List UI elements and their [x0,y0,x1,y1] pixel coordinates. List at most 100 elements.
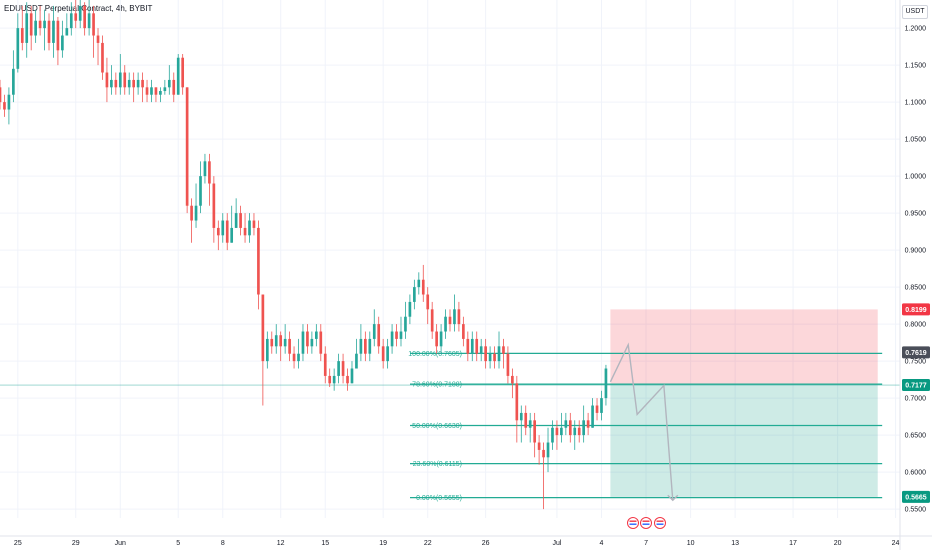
price-badge[interactable]: 0.5665 [902,490,930,503]
flag-circle [627,517,639,529]
candle [560,412,563,443]
currency-button[interactable]: USDT [902,5,928,19]
stop-loss-zone[interactable] [610,309,878,386]
price-badge[interactable]: 0.8199 [902,303,930,316]
x-tick-label: 22 [424,540,432,547]
candle [337,353,340,384]
candle-body [439,331,443,347]
candle [408,294,412,325]
candle [150,79,153,103]
candle-body [257,227,260,295]
flag-icon[interactable] [654,517,666,529]
projection-line[interactable] [609,342,674,501]
candle-body [216,227,220,236]
candle [123,65,127,95]
candle [301,324,305,362]
candle-body [604,368,608,399]
candle-body [83,5,86,29]
candle-body [167,79,171,88]
candle [243,213,247,243]
candle-body [359,338,363,354]
fib-level-label: 100.00%(0.7605) [408,351,462,358]
fib-level-label: 23.60%(0.6115) [413,461,462,468]
candle-body [484,346,487,362]
candle-body [551,427,554,443]
candle [110,65,113,95]
candle-body [123,72,127,88]
fib-retracement: 100.00%(0.7605) 78.60%(0.7188) 50.00%(0.66… [408,351,883,502]
candle [7,87,11,125]
candle [551,420,554,450]
flag-circle [654,517,666,529]
flag-icon[interactable] [627,517,639,529]
take-profit-zone[interactable] [610,385,878,497]
candle-body [185,87,189,206]
candle-body [408,301,412,317]
candle [118,54,122,95]
y-tick-label: 0.8000 [905,322,927,329]
y-tick-label: 0.5500 [905,507,927,514]
candle-body [337,361,340,376]
candle-body [194,205,198,221]
candle [176,54,180,95]
price-badge-label: 0.7619 [905,350,927,357]
candle-body [364,338,367,354]
y-tick-label: 0.6500 [905,433,927,440]
candle [421,264,425,302]
candle-body [381,346,385,362]
candle-body [176,57,180,95]
candle-body [346,375,349,384]
candle-body [96,35,100,43]
candle-body [444,316,447,332]
candle [426,287,430,325]
candle [502,338,505,369]
candle [310,331,314,354]
candle [417,272,421,295]
price-badge[interactable]: 0.7619 [902,346,930,359]
candle-body [479,346,483,354]
candle-body [221,220,225,236]
candle-body [69,13,73,29]
candle-body [421,279,425,295]
candle-body [386,346,389,362]
candle-body [497,346,501,362]
candle [185,87,189,214]
candle-body [430,309,434,332]
candle-body [132,79,135,88]
candle [47,13,51,51]
price-badge-bg [902,490,930,503]
candles [0,0,608,510]
candle-body [524,412,528,428]
candle-body [239,213,242,228]
candle-body [234,213,238,228]
candle [34,9,37,43]
candle [332,368,336,391]
candle [216,220,220,251]
candle [225,213,229,251]
candle [555,420,559,450]
candle [239,205,242,236]
candle [582,405,585,443]
candle [573,420,577,450]
candle [435,324,438,354]
flag-stripe [656,520,664,522]
candle [386,338,389,369]
candle-body [199,176,202,206]
candle [92,5,95,58]
flag-icon[interactable] [640,517,652,529]
candle [439,324,443,354]
price-badge-bg [902,346,930,359]
candle [524,405,528,436]
candle [83,2,86,36]
candle [323,346,327,384]
candle-body [462,324,465,339]
candle [248,213,251,243]
candle [479,338,483,362]
candle-body [56,20,60,51]
candle-body [377,324,381,347]
y-tick-label: 0.7500 [905,359,927,366]
candle-body [16,28,20,69]
price-badge[interactable]: 0.7177 [902,379,930,392]
candle-body [25,13,29,43]
